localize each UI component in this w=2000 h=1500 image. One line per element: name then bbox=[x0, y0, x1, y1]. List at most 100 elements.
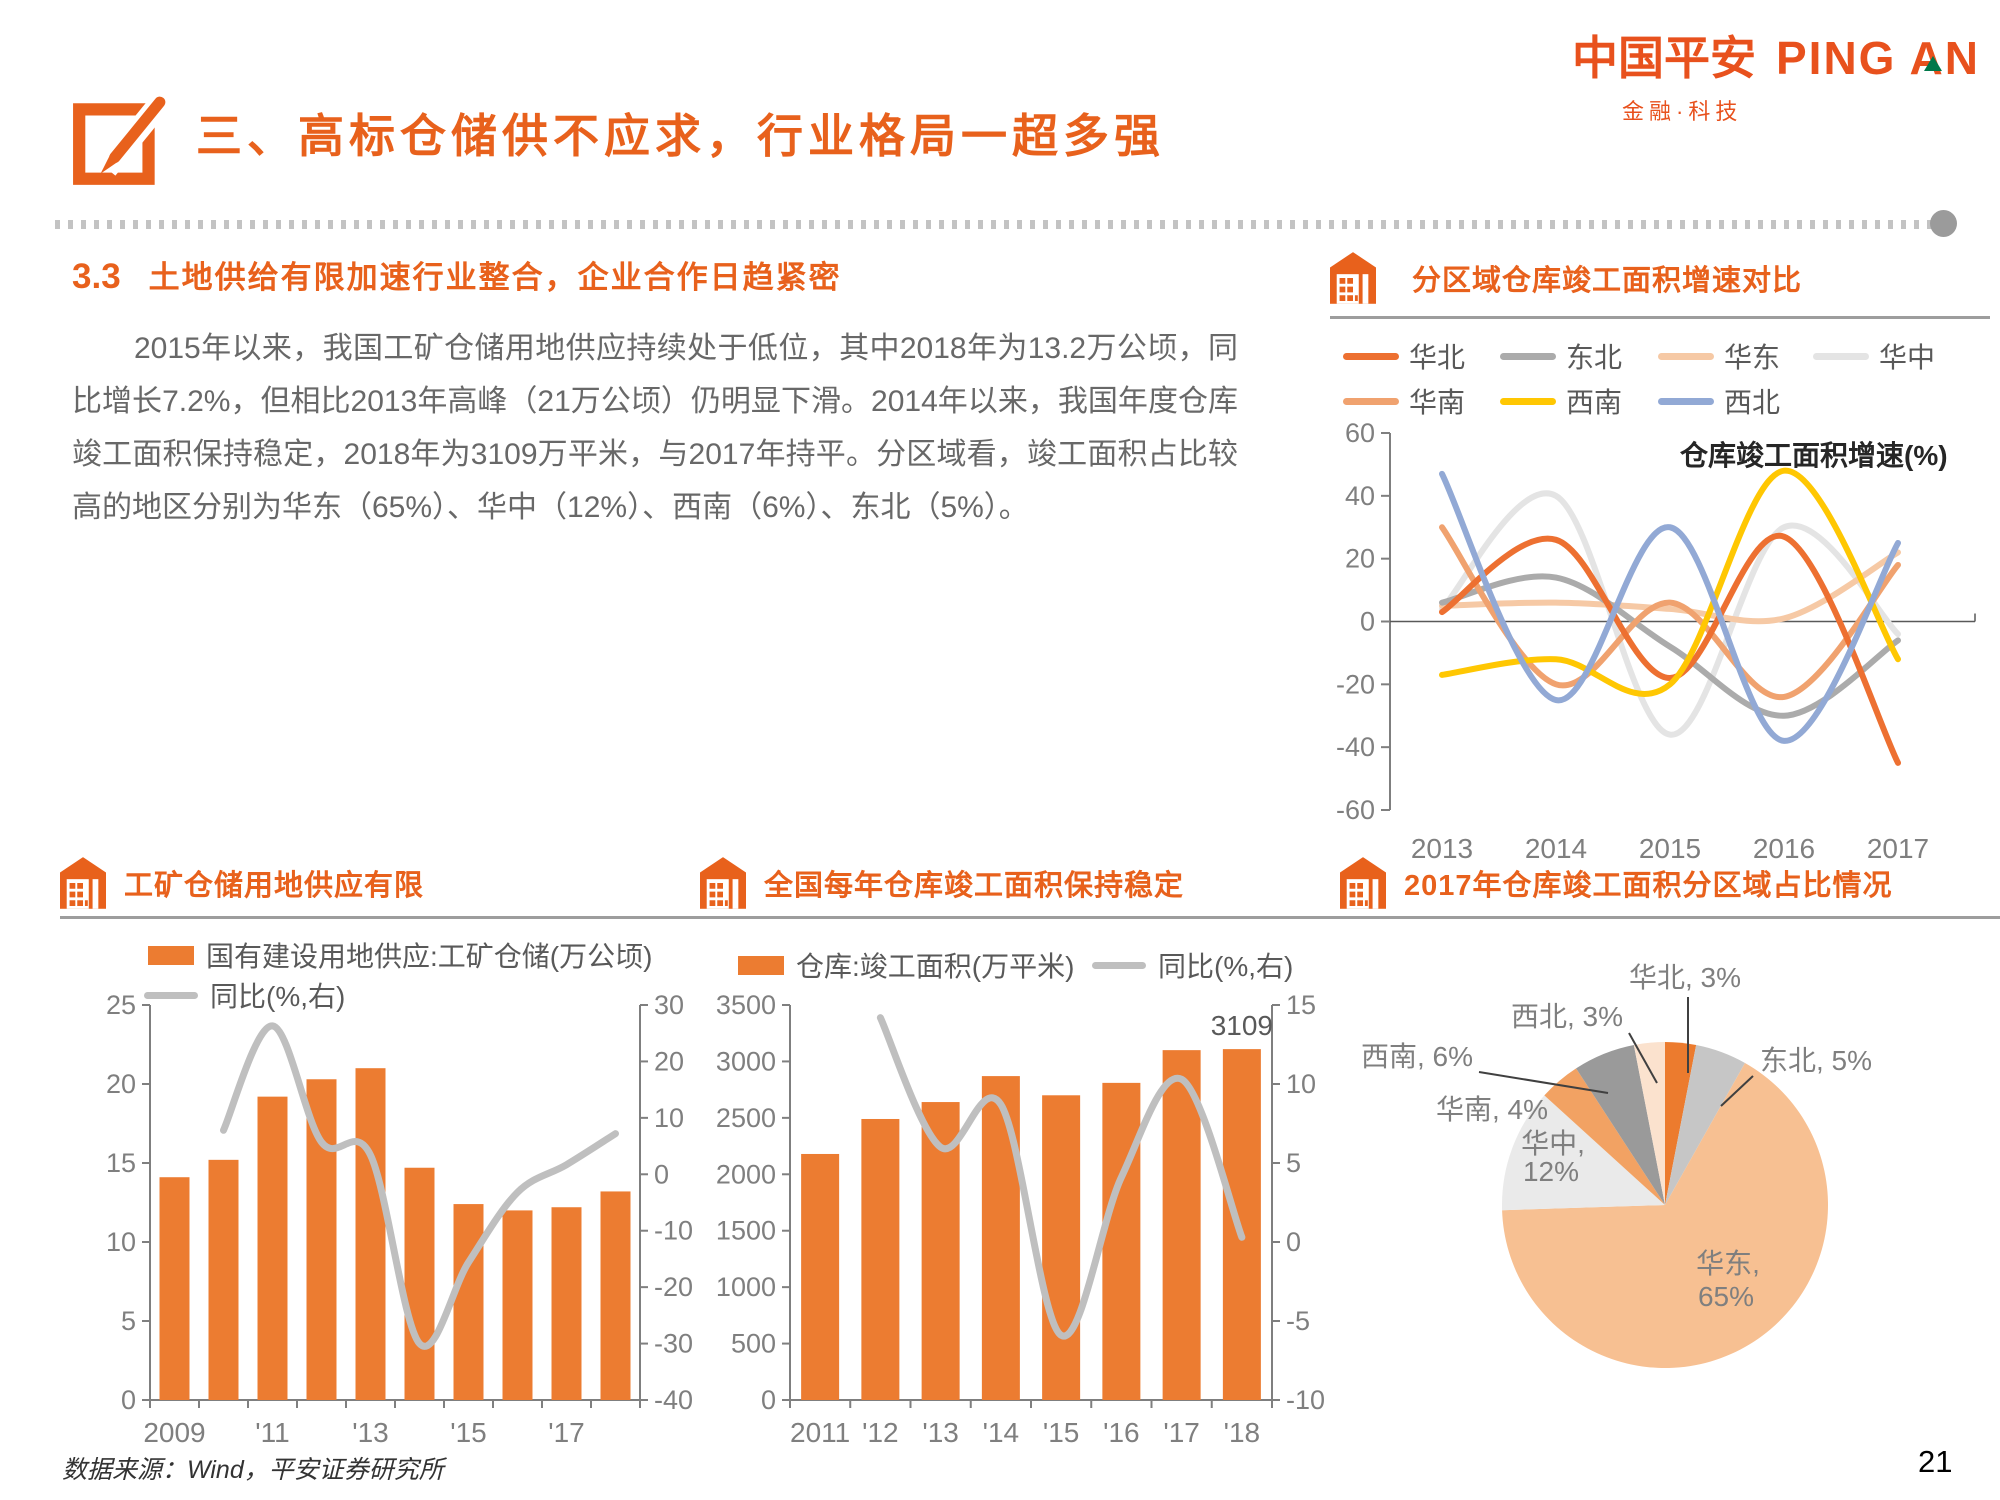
svg-text:-20: -20 bbox=[654, 1272, 693, 1302]
svg-text:2009: 2009 bbox=[143, 1417, 205, 1448]
svg-text:25: 25 bbox=[106, 990, 136, 1020]
svg-text:华北, 3%: 华北, 3% bbox=[1629, 962, 1741, 993]
svg-text:3500: 3500 bbox=[716, 990, 776, 1020]
svg-text:5: 5 bbox=[121, 1306, 136, 1336]
panel-title-land-supply: 工矿仓储用地供应有限 bbox=[124, 870, 425, 902]
page-number: 21 bbox=[1918, 1444, 1953, 1479]
svg-text:-10: -10 bbox=[1286, 1385, 1325, 1415]
legend-bar-label: 仓库:竣工面积(万平米) bbox=[796, 951, 1075, 982]
svg-text:3109: 3109 bbox=[1211, 1010, 1273, 1041]
svg-text:'17: '17 bbox=[548, 1417, 585, 1448]
panel-underline bbox=[700, 916, 1340, 919]
svg-text:2017: 2017 bbox=[1867, 833, 1929, 864]
svg-text:'15: '15 bbox=[1043, 1417, 1080, 1448]
svg-text:2500: 2500 bbox=[716, 1103, 776, 1133]
svg-text:10: 10 bbox=[1286, 1069, 1316, 1099]
section-title: 土地供给有限加速行业整合，企业合作日趋紧密 bbox=[148, 260, 842, 295]
svg-text:'16: '16 bbox=[1103, 1417, 1140, 1448]
svg-text:'13: '13 bbox=[352, 1417, 389, 1448]
svg-text:0: 0 bbox=[654, 1159, 669, 1189]
panel-title-completion: 全国每年仓库竣工面积保持稳定 bbox=[764, 870, 1185, 902]
legend-line-land-supply: 同比(%,右) bbox=[144, 975, 345, 1015]
svg-text:西北, 3%: 西北, 3% bbox=[1511, 1001, 1623, 1032]
svg-text:60: 60 bbox=[1345, 418, 1375, 448]
svg-text:-60: -60 bbox=[1336, 795, 1375, 825]
svg-text:10: 10 bbox=[106, 1227, 136, 1257]
svg-text:-40: -40 bbox=[654, 1385, 693, 1415]
regional-legend: 华北 东北 华东 华中 华南 西南 西北 bbox=[1330, 336, 1990, 436]
svg-text:40: 40 bbox=[1345, 481, 1375, 511]
legend-bar-label: 国有建设用地供应:工矿仓储(万公顷) bbox=[206, 941, 653, 972]
svg-text:30: 30 bbox=[654, 990, 684, 1020]
svg-text:华中,: 华中, bbox=[1521, 1128, 1585, 1159]
svg-text:-10: -10 bbox=[654, 1216, 693, 1246]
svg-text:20: 20 bbox=[106, 1069, 136, 1099]
svg-text:5: 5 bbox=[1286, 1148, 1301, 1178]
svg-text:-30: -30 bbox=[654, 1329, 693, 1359]
svg-text:15: 15 bbox=[106, 1148, 136, 1178]
page-title: 三、高标仓储供不应求，行业格局一超多强 bbox=[196, 110, 1165, 162]
legend-line-completion: 同比(%,右) bbox=[1092, 945, 1293, 985]
body-paragraph: 2015年以来，我国工矿仓储用地供应持续处于低位，其中2018年为13.2万公顷… bbox=[72, 332, 1238, 524]
logo-green-accent-icon bbox=[1924, 56, 1942, 71]
svg-text:'17: '17 bbox=[1163, 1417, 1200, 1448]
svg-text:1500: 1500 bbox=[716, 1216, 776, 1246]
legend-item-1: 东北 bbox=[1500, 336, 1622, 376]
panel-underline bbox=[1330, 316, 1990, 319]
bar-swatch bbox=[148, 945, 194, 965]
panel-regional-growth: 分区域仓库竣工面积增速对比 华北 东北 华东 华中 华南 西南 西北 -60 -40 -20 0 2… bbox=[1330, 250, 1990, 880]
svg-text:-20: -20 bbox=[1336, 669, 1375, 699]
data-source: 数据来源：Wind，平安证券研究所 bbox=[62, 1456, 444, 1484]
logo-cn: 中国平安 bbox=[1572, 32, 1756, 84]
section-heading-row: 3.3 土地供给有限加速行业整合，企业合作日趋紧密 bbox=[72, 252, 842, 297]
svg-text:65%: 65% bbox=[1698, 1281, 1754, 1312]
bar-swatch bbox=[738, 955, 784, 975]
svg-text:3000: 3000 bbox=[716, 1046, 776, 1076]
svg-text:500: 500 bbox=[731, 1329, 776, 1359]
svg-text:0: 0 bbox=[1360, 607, 1375, 637]
dotted-separator bbox=[55, 220, 1931, 229]
land-supply-chart: 0 5 10 15 20 25 -40 -30 -20 -10 0 10 20 30 2009 '11 '13 '… bbox=[106, 990, 693, 1448]
svg-text:华东,: 华东, bbox=[1696, 1248, 1760, 1279]
logo-en: PING AN bbox=[1776, 32, 1980, 84]
panel-underline bbox=[1340, 916, 2000, 919]
warehouse-icon bbox=[1330, 252, 1376, 304]
panel-title-regional-growth: 分区域仓库竣工面积增速对比 bbox=[1412, 265, 1803, 297]
legend-item-2: 华东 bbox=[1658, 336, 1780, 376]
svg-text:10: 10 bbox=[654, 1103, 684, 1133]
svg-text:'13: '13 bbox=[922, 1417, 959, 1448]
svg-text:'15: '15 bbox=[450, 1417, 487, 1448]
panel-underline bbox=[60, 916, 700, 919]
svg-text:东北, 5%: 东北, 5% bbox=[1760, 1045, 1872, 1076]
svg-text:0: 0 bbox=[761, 1385, 776, 1415]
legend-item-6: 西北 bbox=[1658, 381, 1780, 421]
svg-text:'18: '18 bbox=[1224, 1417, 1261, 1448]
warehouse-icon bbox=[60, 857, 106, 909]
svg-text:20: 20 bbox=[654, 1046, 684, 1076]
legend-item-5: 西南 bbox=[1500, 381, 1622, 421]
svg-text:15: 15 bbox=[1286, 990, 1316, 1020]
panel-land-supply: 工矿仓储用地供应有限 国有建设用地供应:工矿仓储(万公顷) 同比(%,右) 0 5… bbox=[60, 855, 700, 1480]
regional-growth-chart: -60 -40 -20 0 20 40 60 2013 2014 2015 2016 2017 仓库竣工… bbox=[1336, 418, 1976, 864]
svg-text:-40: -40 bbox=[1336, 732, 1375, 762]
legend-item-3: 华中 bbox=[1813, 336, 1935, 376]
regional-share-pie-chart: 华北, 3% 东北, 5% 华东,65% 华中,12% 华南, 4% 西南, 6% 西北, … bbox=[1361, 962, 1872, 1368]
svg-text:2011: 2011 bbox=[790, 1417, 850, 1448]
panel-regional-share: 2017年仓库竣工面积分区域占比情况 华北, 3% 东北, 5% 华东, 65% 华中,… bbox=[1340, 855, 2000, 1480]
svg-text:-5: -5 bbox=[1286, 1306, 1310, 1336]
svg-text:1000: 1000 bbox=[716, 1272, 776, 1302]
svg-text:0: 0 bbox=[1286, 1227, 1301, 1257]
logo-subtitle: 金融·科技 bbox=[1622, 99, 1743, 124]
legend-item-0: 华北 bbox=[1343, 336, 1465, 376]
svg-text:西南, 6%: 西南, 6% bbox=[1361, 1041, 1473, 1072]
separator-end-dot bbox=[1930, 210, 1957, 237]
legend-bar-completion: 仓库:竣工面积(万平米) bbox=[738, 945, 1074, 985]
brand-logo: 中国平安 PING AN 金融·科技 bbox=[1572, 22, 2000, 126]
line-swatch bbox=[1092, 961, 1146, 969]
svg-text:12%: 12% bbox=[1523, 1156, 1579, 1187]
line-swatch bbox=[144, 991, 198, 999]
legend-bar-land-supply: 国有建设用地供应:工矿仓储(万公顷) bbox=[148, 935, 652, 975]
svg-text:仓库竣工面积增速(%): 仓库竣工面积增速(%) bbox=[1680, 439, 1948, 471]
svg-text:0: 0 bbox=[121, 1385, 136, 1415]
